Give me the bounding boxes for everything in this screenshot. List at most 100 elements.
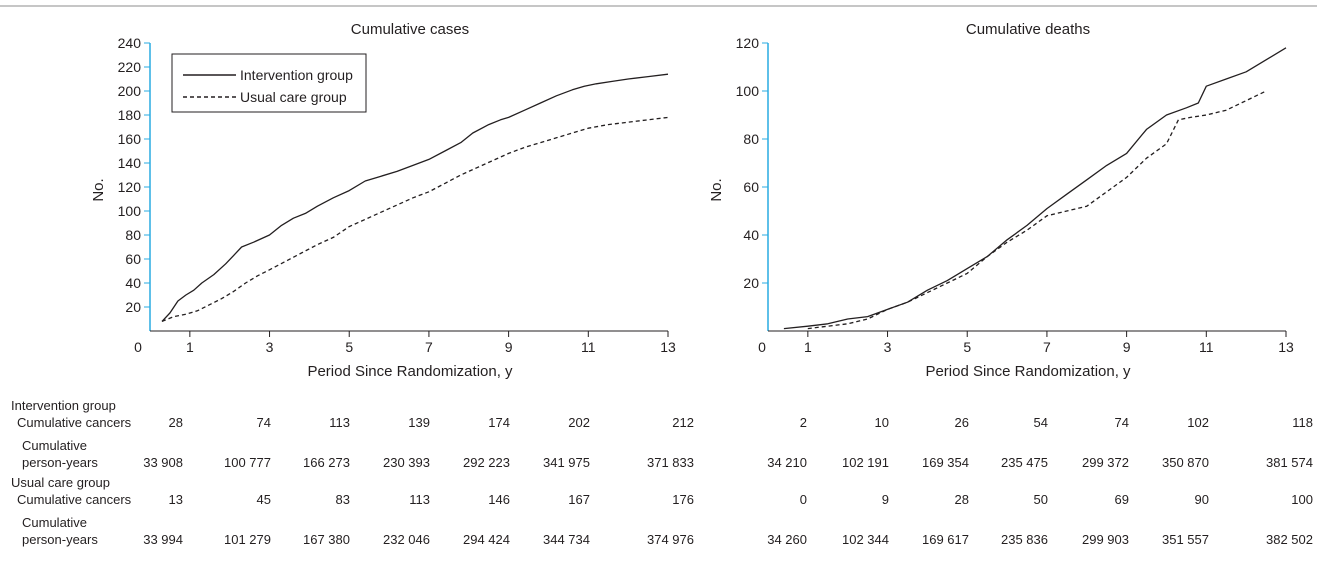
x-tick-label: 0 [758,339,766,355]
row-label-cumulative: Cumulative [22,438,88,453]
table-cell: 101 279 [224,532,271,547]
y-tick-label: 180 [118,107,142,123]
table-cell: 292 223 [463,455,510,470]
figure: Cumulative cases No. Period Since Random… [0,5,1317,380]
table-cell: 50 [1033,492,1048,507]
table-cell: 28 [954,492,969,507]
x-tick-label: 3 [266,339,274,355]
table-cell: 371 833 [647,455,694,470]
table-cell: 0 [799,492,807,507]
table-cell: 54 [1033,415,1048,430]
table-cell: 167 [568,492,590,507]
table-cell: 341 975 [543,455,590,470]
y-axis-label: No. [90,178,107,201]
table-cell: 139 [408,415,430,430]
y-tick-label: 20 [125,299,141,315]
table-cell: 166 273 [303,455,350,470]
table-cell: 34 210 [767,455,807,470]
table-cell: 28 [168,415,183,430]
table-cell: 212 [672,415,694,430]
table-cell: 102 191 [842,455,889,470]
y-tick-label: 220 [118,59,142,75]
table-cell: 374 976 [647,532,694,547]
table-cell: 102 [1187,415,1209,430]
x-axis-label: Period Since Randomization, y [307,363,513,380]
chart-title: Cumulative cases [351,21,469,38]
row-label-cumulative: Cumulative [22,515,88,530]
y-tick-label: 60 [125,251,141,267]
x-axis-label: Period Since Randomization, y [925,363,1131,380]
table-cell: 232 046 [383,532,430,547]
table-cell: 381 574 [1266,455,1313,470]
x-tick-label: 11 [581,339,596,355]
table-cell: 33 994 [143,532,183,547]
table-cell: 202 [568,415,590,430]
row-label-cumulative-cancers: Cumulative cancers [17,492,132,507]
table-cell: 113 [409,492,430,507]
table-cell: 235 836 [1001,532,1048,547]
y-tick-label: 240 [118,35,142,51]
x-tick-label: 5 [963,339,971,355]
table-cell: 33 908 [143,455,183,470]
y-tick-label: 160 [118,131,142,147]
legend-box [171,53,367,113]
y-tick-label: 120 [118,179,142,195]
table-cell: 299 903 [1082,532,1129,547]
series-line-usual-care [161,116,669,323]
legend-label-usual-care: Usual care group [240,89,347,105]
table-cell: 10 [874,415,889,430]
series-line-intervention [783,47,1287,330]
table-cell: 74 [256,415,271,430]
y-tick-label: 60 [743,179,759,195]
legend-label-intervention: Intervention group [240,67,353,83]
table-cell: 45 [256,492,271,507]
x-tick-label: 9 [1123,339,1131,355]
y-tick-label: 20 [743,275,759,291]
table-cell: 83 [335,492,350,507]
table-cell: 174 [488,415,510,430]
table-cell: 100 [1291,492,1313,507]
x-tick-label: 13 [660,339,676,355]
row-label-cumulative-cancers: Cumulative cancers [17,415,132,430]
table-cell: 382 502 [1266,532,1313,547]
table-cell: 351 557 [1162,532,1209,547]
table-cell: 169 617 [922,532,969,547]
row-label-person-years: person-years [22,455,98,470]
series-line-intervention [161,73,669,322]
table-cell: 69 [1114,492,1129,507]
table-cell: 74 [1114,415,1129,430]
x-tick-label: 11 [1199,339,1214,355]
table-cell: 118 [1292,415,1313,430]
table-cell: 169 354 [922,455,969,470]
table-cell: 146 [488,492,510,507]
cumulative-cases-chart: Cumulative cases No. Period Since Random… [90,21,676,380]
x-tick-label: 1 [186,339,194,355]
table-cell: 26 [954,415,969,430]
group-label-usual-care: Usual care group [11,475,110,490]
chart-title: Cumulative deaths [966,21,1090,38]
chart-legend: Intervention group Usual care group [171,53,367,113]
cumulative-deaths-chart: Cumulative deaths No. Period Since Rando… [708,21,1294,380]
table-cell: 113 [329,415,350,430]
y-tick-label: 100 [736,83,760,99]
table-cell: 344 734 [543,532,590,547]
row-label-person-years: person-years [22,532,98,547]
group-label-intervention: Intervention group [11,398,116,413]
data-table: Intervention group Cumulative cancers Cu… [0,395,1317,560]
table-cell: 90 [1194,492,1209,507]
y-tick-label: 120 [736,35,760,51]
table-cell: 2 [799,415,807,430]
x-tick-label: 7 [1043,339,1051,355]
x-tick-label: 0 [134,339,142,355]
table-cell: 294 424 [463,532,510,547]
y-tick-label: 100 [118,203,142,219]
y-axis-label: No. [708,178,725,201]
table-cell: 34 260 [767,532,807,547]
x-tick-label: 9 [505,339,513,355]
table-cell: 167 380 [303,532,350,547]
table-cell: 102 344 [842,532,889,547]
table-cell: 235 475 [1001,455,1048,470]
table-cell: 9 [881,492,889,507]
x-tick-label: 7 [425,339,433,355]
table-cell: 100 777 [224,455,271,470]
